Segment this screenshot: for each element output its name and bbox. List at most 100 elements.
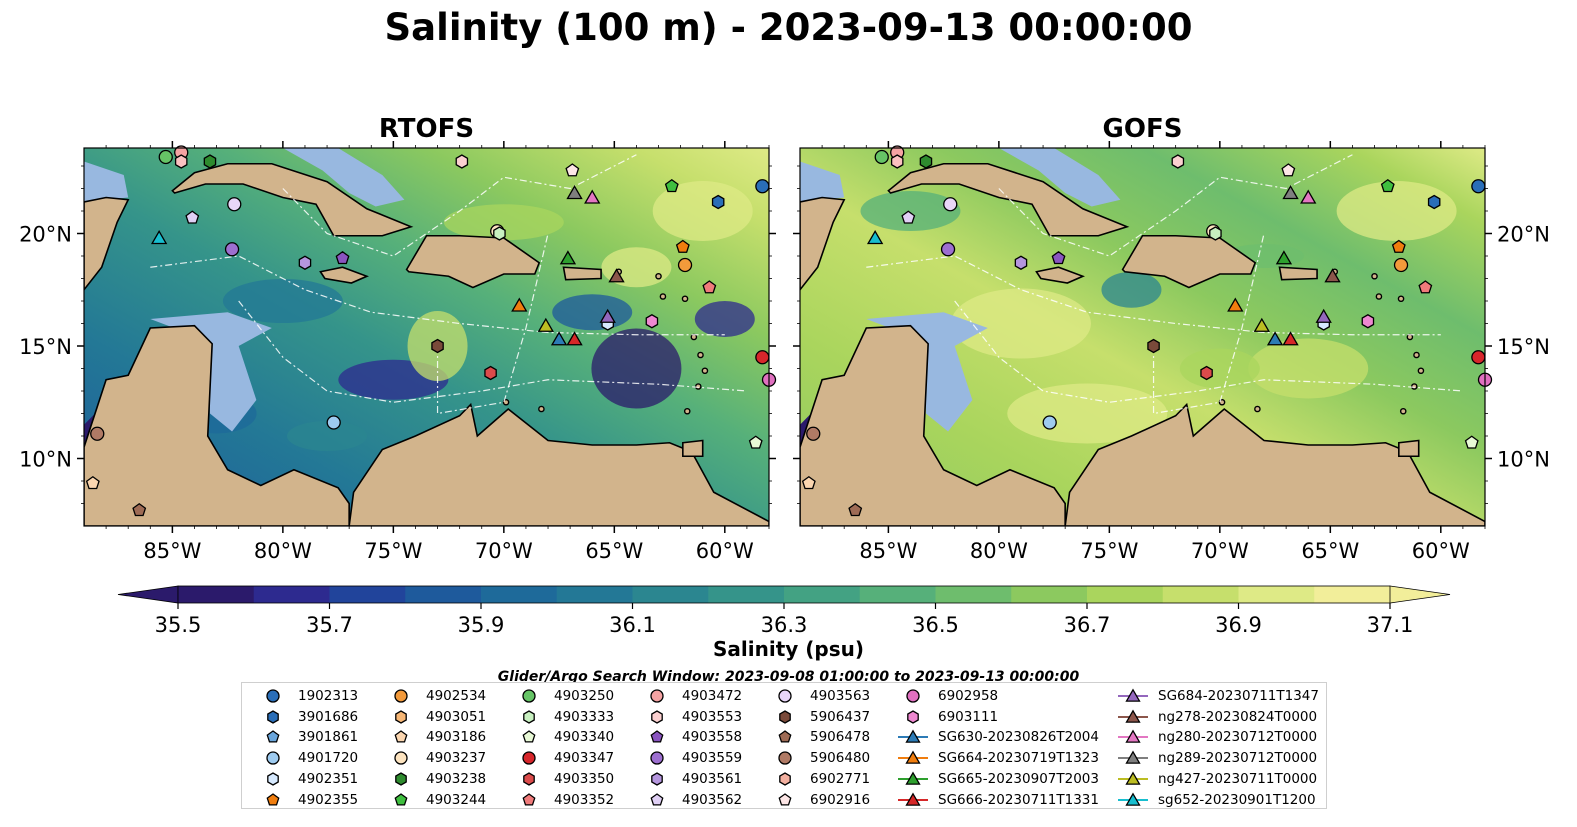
- land-cuba: [171, 162, 414, 237]
- colorbar-segment: [405, 586, 482, 603]
- triangle-marker-icon: [1118, 771, 1148, 785]
- legend: 1902313 3901686 3901861 4901720 4902351 49023…: [241, 682, 1327, 809]
- pentagon-marker-icon: [522, 730, 536, 743]
- legend-label: 4903250: [554, 688, 615, 704]
- obs-5906478: [132, 502, 147, 517]
- legend-label: 4903051: [426, 708, 487, 725]
- lon-tick-label: 65°W: [1301, 539, 1359, 563]
- legend-marker: [522, 689, 536, 703]
- legend-marker: [905, 771, 921, 785]
- island: [659, 293, 667, 300]
- obs-SG665-20230907T2003: [1275, 250, 1293, 265]
- obs-ng280-20230712T0000: [584, 189, 601, 204]
- triangle-marker-icon: [1118, 729, 1148, 744]
- legend-marker: [1125, 688, 1141, 702]
- legend-label: 3901861: [298, 729, 359, 746]
- island: [681, 295, 689, 303]
- pentagon-marker-icon: [650, 730, 664, 743]
- legend-label: sg652-20230901T1200: [1158, 791, 1316, 808]
- land-northamerica: [84, 324, 350, 526]
- eez-boundary: [436, 233, 549, 415]
- legend-label: SG666-20230711T1331: [938, 791, 1099, 808]
- legend-label: 4902351: [298, 770, 359, 787]
- obs-4903250: [158, 149, 173, 165]
- obs-4903558: [335, 250, 350, 265]
- obs-4903559: [940, 242, 956, 257]
- land-hispaniola: [405, 234, 541, 289]
- legend-label: 6902916: [810, 791, 871, 808]
- legend-marker: [778, 792, 792, 805]
- legend-marker: [905, 792, 921, 806]
- obs-4903352: [1418, 280, 1433, 294]
- colorbar-segment: [178, 586, 255, 603]
- legend-label: 4903558: [682, 729, 743, 746]
- obs-4903563: [943, 197, 958, 212]
- circle-marker-icon: [522, 751, 536, 765]
- legend-label: 5906437: [810, 708, 871, 725]
- land-puertorico: [1278, 266, 1318, 281]
- salinity-texture: [694, 301, 755, 337]
- map-rtofs: 85°W 80°W 75°W 70°W 65°W 60°W 10°N 15°N 20°N: [19, 141, 777, 563]
- legend-marker: [266, 751, 280, 765]
- obs-4903563: [227, 197, 242, 212]
- legend-label: 4903350: [554, 770, 615, 787]
- legend-marker: [1125, 771, 1141, 785]
- lat-tick-label: 15°N: [1497, 335, 1550, 359]
- legend-label: 4903347: [554, 750, 615, 767]
- land-cuba: [887, 162, 1130, 237]
- legend-label: 4903340: [554, 729, 615, 746]
- island: [1397, 295, 1405, 303]
- land-southamerica: [348, 402, 769, 526]
- legend-marker: [394, 730, 408, 743]
- legend-label: SG665-20230907T2003: [938, 770, 1099, 787]
- map-frame: [799, 147, 1486, 527]
- colorbar-segment: [632, 586, 709, 603]
- legend-label: 4903561: [682, 770, 743, 787]
- legend-marker: [394, 751, 408, 765]
- obs-4901720: [326, 415, 341, 430]
- obs-4902534: [1393, 257, 1409, 273]
- legend-marker: [266, 792, 280, 805]
- obs-4903186: [85, 475, 100, 490]
- eez-boundary: [282, 154, 637, 257]
- legend-label: 4903186: [426, 729, 487, 746]
- circle-marker-icon: [394, 689, 408, 703]
- legend-marker: [1125, 750, 1141, 764]
- triangle-marker-icon: [898, 771, 928, 785]
- hexagon-marker-icon: [779, 772, 791, 786]
- legend-marker: [778, 751, 792, 765]
- legend-marker: [522, 751, 536, 765]
- pentagon-marker-icon: [522, 792, 536, 805]
- colorbar-tick-label: 35.9: [458, 613, 505, 637]
- island: [697, 351, 704, 359]
- lon-tick-label: 85°W: [859, 539, 917, 563]
- triangle-marker-icon: [1118, 709, 1148, 723]
- salinity-texture: [222, 279, 343, 323]
- obs-SG630-20230826T2004: [1266, 331, 1284, 346]
- colorbar-extend-high: [1389, 585, 1451, 604]
- island: [538, 405, 545, 413]
- pentagon-marker-icon: [266, 730, 280, 743]
- legend-label: ng280-20230712T0000: [1158, 729, 1318, 746]
- legend-marker: [395, 709, 407, 724]
- salinity-texture: [652, 181, 753, 241]
- triangle-marker-icon: [1118, 688, 1148, 702]
- obs-4903244: [1380, 178, 1395, 193]
- map-gofs: 85°W 80°W 75°W 70°W 65°W 60°W 10°N 15°N 20°N: [793, 141, 1550, 563]
- legend-label: 6903111: [938, 708, 999, 725]
- legend-marker: [522, 730, 536, 743]
- legend-marker: [650, 689, 664, 703]
- obs-4902355: [1391, 239, 1406, 253]
- circle-marker-icon: [522, 689, 536, 703]
- legend-label: 5906480: [810, 750, 871, 767]
- obs-4903333: [1209, 226, 1222, 241]
- eez-boundary: [998, 154, 1353, 257]
- bahamas-shelf: [282, 148, 405, 207]
- lat-tick-label: 10°N: [19, 448, 72, 472]
- obs-6902771: [174, 154, 188, 169]
- obs-SG666-20230711T1331: [566, 331, 583, 346]
- colorbar-segment: [1238, 586, 1315, 603]
- legend-marker: [394, 792, 408, 805]
- obs-5906480: [90, 426, 105, 441]
- lon-tick-label: 60°W: [1412, 539, 1470, 563]
